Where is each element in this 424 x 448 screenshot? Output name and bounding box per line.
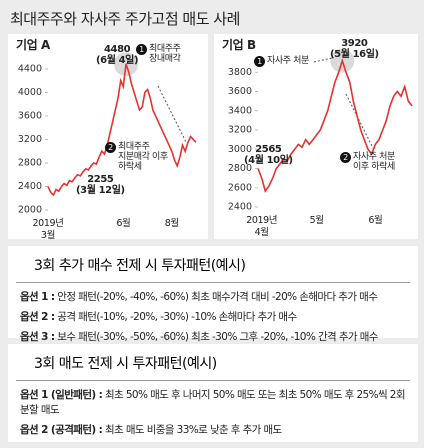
option: 옵션 2 (공격패턴) : 최초 매도 비중을 33%로 낮춘 후 추가 매도 [8, 420, 418, 440]
option-text: 보수 패턴(-30%, -50%, -60%) 최초 -30% 그후 -20%,… [57, 331, 378, 343]
option-label: 옵션 3 : [20, 331, 55, 343]
section-heading: 3회 추가 매수 전제 시 투자패턴(예시) [16, 246, 410, 283]
annotation-text: 3920 (5월 16일) [330, 38, 379, 60]
annotation: 4480 (6월 4일) [96, 44, 139, 66]
option-label: 옵션 2 (공격패턴) : [20, 424, 103, 436]
option-label: 옵션 2 : [20, 311, 55, 323]
chart-panel: 2400 2600 2800 3000 3200 3400 3600 3800 기업 B 2019… [214, 34, 418, 239]
y-tick-label: 2600 [228, 182, 252, 193]
chart-title: 기업 A [16, 38, 50, 52]
option-text: 공격 패턴(-10%, -20%, -30%) -10% 손해마다 추가 매수 [57, 311, 297, 323]
x-tick-label: 2019년 4월 [246, 215, 278, 238]
annotation: 2 자사주 처분 이후 하락세 [340, 152, 395, 172]
annotation: 2565 (4월 10일) [244, 144, 293, 166]
x-tick-label: 5월 [309, 215, 324, 226]
option-text: 최초 50% 매도 후 나머지 50% 매도 또는 최초 50% 매도 후 25… [20, 389, 406, 416]
annotation-marker: 1 [136, 44, 147, 55]
option: 옵션 1 (일반패턴) : 최초 50% 매도 후 나머지 50% 매도 또는 … [8, 385, 418, 420]
option: 옵션 3 : 보수 패턴(-30%, -50%, -60%) 최초 -30% 그… [8, 327, 418, 347]
option-label: 옵션 1 (일반패턴) : [20, 389, 103, 401]
section-heading: 3회 매도 전제 시 투자패턴(예시) [16, 344, 410, 381]
annotation-text: 자사주 처분 [267, 56, 309, 66]
option-label: 옵션 1 : [20, 291, 55, 303]
annotation-text: 2565 (4월 10일) [244, 144, 293, 166]
annotation-text: 4480 (6월 4일) [96, 44, 139, 66]
x-tick-label: 8월 [164, 218, 179, 229]
annotation: 1 자사주 처분 [254, 56, 309, 67]
option: 옵션 2 : 공격 패턴(-10%, -20%, -30%) -10% 손해마다… [8, 307, 418, 327]
y-tick-label: 3200 [18, 134, 42, 145]
y-tick-label: 3600 [228, 86, 252, 97]
annotation-text: 2255 (3월 12일) [76, 174, 125, 196]
price-line [47, 63, 197, 197]
pointer [157, 85, 187, 143]
annotation-text: 자사주 처분 이후 하락세 [353, 152, 395, 172]
section: 3회 추가 매수 전제 시 투자패턴(예시) 옵션 1 : 안정 패턴(-20%,… [8, 246, 418, 343]
annotation: 2255 (3월 12일) [76, 174, 125, 196]
chart: 2400 2600 2800 3000 3200 3400 3600 3800 [228, 48, 413, 213]
chart-title: 기업 B [222, 38, 256, 52]
page-title: 최대주주와 자사주 주가고점 매도 사례 [10, 10, 240, 28]
chart-panel: 2000 2400 2800 3200 3600 4000 4400 기업 A 2019년 3월… [8, 34, 208, 241]
x-tick-label: 2019년 3월 [32, 218, 64, 241]
y-tick-label: 3600 [18, 110, 42, 121]
option-list: 옵션 1 (일반패턴) : 최초 50% 매도 후 나머지 50% 매도 또는 … [8, 381, 418, 440]
y-tick-label: 2800 [228, 163, 252, 174]
price-line [257, 58, 413, 193]
annotation-text: 최대주주 지분매각 이후 하락세 [118, 142, 168, 172]
y-tick-label: 3400 [228, 105, 252, 116]
section: 3회 매도 전제 시 투자패턴(예시) 옵션 1 (일반패턴) : 최초 50% … [8, 344, 418, 442]
y-tick-label: 3000 [228, 144, 252, 155]
annotation-marker: 1 [254, 56, 265, 67]
y-tick-label: 2400 [18, 181, 42, 192]
option-text: 최초 매도 비중을 33%로 낮춘 후 추가 매도 [104, 424, 282, 436]
y-tick-label: 4400 [18, 63, 42, 74]
option-text: 안정 패턴(-20%, -40%, -60%) 최초 매수가격 대비 -20% … [57, 291, 378, 303]
x-tick-label: 6월 [116, 218, 131, 229]
x-tick-label: 6월 [368, 215, 383, 226]
annotation: 1 최대주주 장내매각 [136, 44, 181, 64]
y-tick-label: 2400 [228, 202, 252, 213]
annotation: 3920 (5월 16일) [330, 38, 379, 60]
y-tick-label: 3800 [228, 67, 252, 78]
chart: 2000 2400 2800 3200 3600 4000 4400 [18, 52, 197, 216]
annotation-marker: 2 [105, 142, 116, 153]
annotation-marker: 2 [340, 152, 351, 163]
y-tick-label: 4000 [18, 87, 42, 98]
pointer [345, 93, 375, 151]
y-tick-label: 3200 [228, 125, 252, 136]
pointer [313, 57, 333, 63]
option-list: 옵션 1 : 안정 패턴(-20%, -40%, -60%) 최초 매수가격 대… [8, 283, 418, 347]
annotation: 2 최대주주 지분매각 이후 하락세 [105, 142, 168, 172]
y-tick-label: 2000 [18, 205, 42, 216]
annotation-text: 최대주주 장내매각 [149, 44, 181, 64]
option: 옵션 1 : 안정 패턴(-20%, -40%, -60%) 최초 매수가격 대… [8, 287, 418, 307]
y-tick-label: 2800 [18, 157, 42, 168]
